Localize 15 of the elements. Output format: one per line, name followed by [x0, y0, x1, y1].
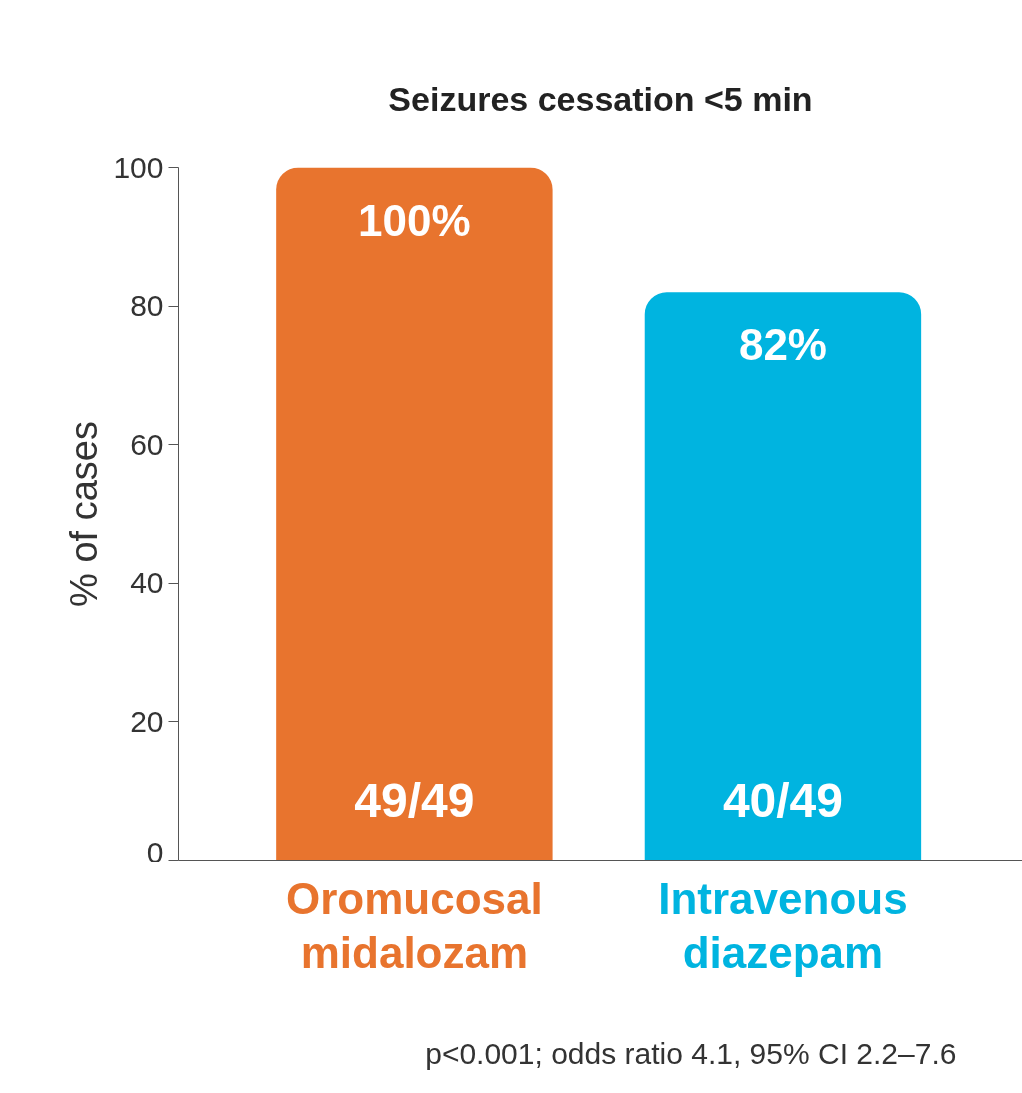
chart-title: Seizures cessation <5 min — [388, 79, 813, 118]
y-tick-label: 100 — [113, 150, 164, 184]
y-tick-label: 0 — [146, 835, 164, 869]
y-tick-label: 40 — [130, 566, 164, 600]
y-tick-label: 80 — [130, 289, 164, 323]
y-tick-label: 20 — [130, 704, 164, 738]
annotation: 49/49 — [354, 774, 475, 827]
annotation: 40/49 — [722, 774, 843, 827]
y-tick-label: 60 — [130, 427, 164, 461]
data-label: 100% — [358, 195, 471, 245]
data-label: 82% — [738, 320, 827, 370]
x-tick-label: Oromucosal midalozam — [286, 874, 543, 977]
y-axis-title: % of cases — [63, 421, 106, 607]
text: p<0.001; odds ratio 4.1, 95% CI 2.2–7.6 — [425, 1037, 957, 1071]
x-tick-label: Intravenous diazepam — [658, 874, 908, 977]
